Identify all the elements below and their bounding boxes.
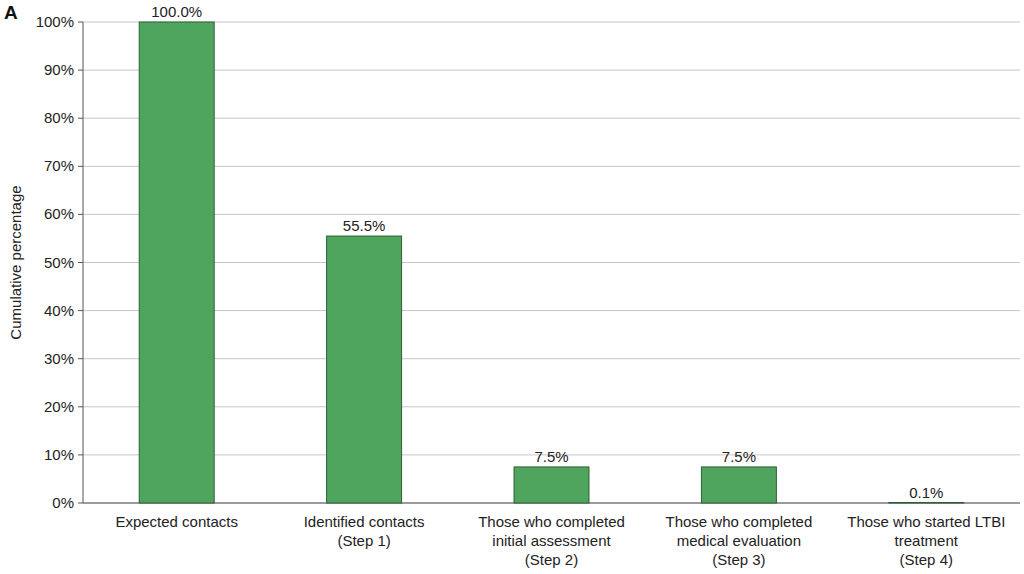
tick-mark — [78, 454, 83, 455]
category-line: Those who completed — [666, 513, 813, 530]
grid-line — [83, 310, 1020, 311]
grid-line — [83, 406, 1020, 407]
category-line: medical evaluation — [677, 532, 801, 549]
grid-line — [83, 166, 1020, 167]
category-line: initial assessment — [492, 532, 611, 549]
title: A — [4, 2, 18, 23]
category-label: Those who started LTBI treatment (Step 4) — [847, 513, 1005, 568]
category-line: treatment — [895, 532, 959, 549]
category-line: (Step 1) — [337, 532, 390, 549]
chart: 0% 10% 20% 30% 40% 50% 60% 70% 80% 90% 100% 100.0% 5… — [0, 0, 1024, 574]
y-axis-label: Cumulative percentage — [7, 185, 24, 339]
data-label: 7.5% — [722, 448, 756, 465]
tick-label: 20% — [44, 398, 74, 415]
tick-mark — [78, 262, 83, 263]
tick-mark — [78, 406, 83, 407]
grid-line — [83, 70, 1020, 71]
category-label: Expected contacts — [115, 513, 238, 530]
category-line: Those who completed — [478, 513, 625, 530]
category-line: (Step 4) — [900, 551, 953, 568]
tick-mark — [78, 358, 83, 359]
y-axis — [83, 22, 84, 503]
bar — [139, 22, 214, 503]
tick-label: 10% — [44, 446, 74, 463]
category-line: Those who started LTBI — [847, 513, 1005, 530]
tick-mark — [78, 118, 83, 119]
tick-label: 90% — [44, 61, 74, 78]
tick-label: 0% — [52, 494, 74, 511]
grid-line — [83, 214, 1020, 215]
tick-label: 50% — [44, 254, 74, 271]
tick-label: 70% — [44, 157, 74, 174]
tick-mark — [78, 22, 83, 23]
tick-mark — [78, 310, 83, 311]
bar — [327, 236, 402, 503]
category-line: (Step 3) — [712, 551, 765, 568]
tick-mark — [78, 503, 83, 504]
tick-label: 40% — [44, 302, 74, 319]
category-line: Expected contacts — [115, 513, 238, 530]
category-line: Identified contacts — [304, 513, 425, 530]
grid-line — [83, 22, 1020, 23]
data-label: 100.0% — [151, 3, 202, 20]
data-label: 55.5% — [343, 217, 386, 234]
bar — [514, 467, 589, 503]
grid-line — [83, 118, 1020, 119]
category-label: Those who completed medical evaluation (St… — [666, 513, 813, 568]
bar — [889, 502, 964, 503]
tick-label: 100% — [36, 13, 74, 30]
tick-label: 80% — [44, 109, 74, 126]
grid-line — [83, 262, 1020, 263]
tick-label: 60% — [44, 205, 74, 222]
tick-mark — [78, 166, 83, 167]
category-label: Those who completed initial assessment (St… — [478, 513, 625, 568]
category-line: (Step 2) — [525, 551, 578, 568]
data-label: 0.1% — [909, 484, 943, 501]
data-label: 7.5% — [534, 448, 568, 465]
tick-label: 30% — [44, 350, 74, 367]
grid-line — [83, 358, 1020, 359]
bar — [701, 467, 776, 503]
category-label: Identified contacts (Step 1) — [304, 513, 425, 549]
tick-mark — [78, 70, 83, 71]
tick-mark — [78, 214, 83, 215]
